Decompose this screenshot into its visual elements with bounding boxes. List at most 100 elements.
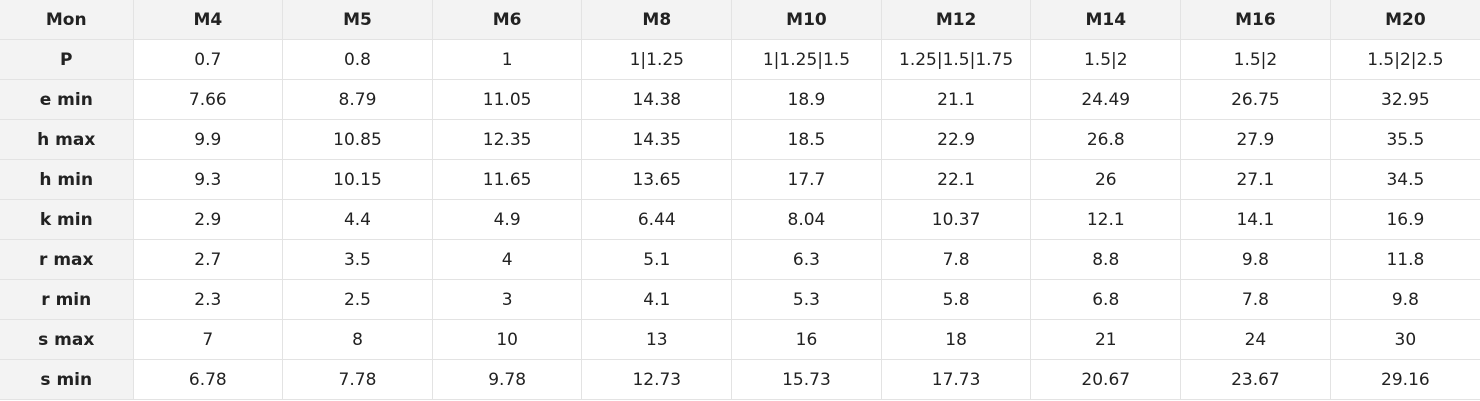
table-cell: 16.9 [1329,199,1480,240]
table-cell: 4 [431,239,583,280]
table-cell: 15.73 [731,359,882,400]
table-cell: 21.1 [880,79,1032,120]
table-cell: 18.9 [731,79,882,120]
table-cell: 8.04 [731,199,882,240]
table-cell: 7.78 [282,359,433,400]
table-cell: 11.8 [1329,239,1480,280]
table-cell: 9.78 [431,359,583,400]
table-cell: 7 [132,319,284,360]
table-cell: 35.5 [1329,119,1480,160]
table-cell: 8.79 [282,79,433,120]
table-cell: 11.65 [431,159,583,200]
table-cell: 4.1 [581,279,733,320]
table-cell: 9.9 [132,119,284,160]
table-cell: 11.05 [431,79,583,120]
table-cell: 10.15 [282,159,433,200]
table-cell: 5.3 [731,279,882,320]
table-cell: 6.78 [132,359,284,400]
table-cell: 30 [1329,319,1480,360]
table-cell: 12.1 [1030,199,1182,240]
table-cell: 17.7 [731,159,882,200]
table-cell: 1|1.25 [581,39,733,80]
table-cell: 0.7 [132,39,284,80]
table-cell: 1.5|2 [1030,39,1182,80]
table-cell: 10 [431,319,583,360]
table-cell: 16 [731,319,882,360]
table-row: r min 2.3 2.5 3 4.1 5.3 5.8 6.8 7.8 9.8 [0,279,1480,320]
table-cell: 13 [581,319,733,360]
table-cell: 9.8 [1180,239,1331,280]
row-label: r min [0,279,134,320]
header-cell: M5 [282,0,433,40]
table-cell: 10.37 [880,199,1032,240]
table-row: h min 9.3 10.15 11.65 13.65 17.7 22.1 26 27.1 34.… [0,159,1480,200]
table-cell: 23.67 [1180,359,1331,400]
table-cell: 29.16 [1329,359,1480,400]
table-row: e min 7.66 8.79 11.05 14.38 18.9 21.1 24.49 26.7… [0,79,1480,120]
table-cell: 2.5 [282,279,433,320]
table-cell: 14.38 [581,79,733,120]
table-cell: 0.8 [282,39,433,80]
table-cell: 12.73 [581,359,733,400]
table-cell: 22.9 [880,119,1032,160]
table-cell: 34.5 [1329,159,1480,200]
table-cell: 26.8 [1030,119,1182,160]
table-cell: 1.5|2 [1180,39,1331,80]
table-cell: 24.49 [1030,79,1182,120]
table-cell: 26 [1030,159,1182,200]
row-label: e min [0,79,134,120]
table-cell: 6.44 [581,199,733,240]
header-cell: M16 [1180,0,1331,40]
table-cell: 2.7 [132,239,284,280]
header-cell: M20 [1329,0,1480,40]
table-row: h max 9.9 10.85 12.35 14.35 18.5 22.9 26.8 27.9 3… [0,119,1480,160]
header-cell: Mon [0,0,134,40]
row-label: P [0,39,134,80]
table-cell: 8.8 [1030,239,1182,280]
header-cell: M14 [1030,0,1182,40]
table-cell: 24 [1180,319,1331,360]
table-cell: 2.3 [132,279,284,320]
table-cell: 9.8 [1329,279,1480,320]
table-cell: 14.1 [1180,199,1331,240]
header-row: Mon M4 M5 M6 M8 M10 M12 M14 M16 M20 [0,0,1480,40]
table-cell: 26.75 [1180,79,1331,120]
table-cell: 17.73 [880,359,1032,400]
header-cell: M4 [132,0,284,40]
header-cell: M6 [431,0,583,40]
table-cell: 1 [431,39,583,80]
table-cell: 7.8 [1180,279,1331,320]
table-cell: 7.8 [880,239,1032,280]
table-row: P 0.7 0.8 1 1|1.25 1|1.25|1.5 1.25|1.5|1.75 1.5… [0,39,1480,80]
table-row: k min 2.9 4.4 4.9 6.44 8.04 10.37 12.1 14.1 16.9 [0,199,1480,240]
table-cell: 6.8 [1030,279,1182,320]
table-cell: 3.5 [282,239,433,280]
table-cell: 1.25|1.5|1.75 [880,39,1032,80]
table-cell: 5.1 [581,239,733,280]
table-cell: 6.3 [731,239,882,280]
row-label: h min [0,159,134,200]
table-row: r max 2.7 3.5 4 5.1 6.3 7.8 8.8 9.8 11.8 [0,239,1480,280]
row-label: s min [0,359,134,400]
table-row: s max 7 8 10 13 16 18 21 24 30 [0,319,1480,360]
table-cell: 10.85 [282,119,433,160]
table-cell: 18.5 [731,119,882,160]
row-label: h max [0,119,134,160]
table-cell: 32.95 [1329,79,1480,120]
table-cell: 1.5|2|2.5 [1329,39,1480,80]
table-body: P 0.7 0.8 1 1|1.25 1|1.25|1.5 1.25|1.5|1.75 1.5… [0,39,1480,400]
row-label: r max [0,239,134,280]
table-cell: 2.9 [132,199,284,240]
table-cell: 20.67 [1030,359,1182,400]
table-cell: 3 [431,279,583,320]
table-cell: 9.3 [132,159,284,200]
header-cell: M8 [581,0,733,40]
header-cell: M12 [880,0,1032,40]
table-cell: 18 [880,319,1032,360]
table-cell: 22.1 [880,159,1032,200]
row-label: s max [0,319,134,360]
table-cell: 4.9 [431,199,583,240]
table-cell: 7.66 [132,79,284,120]
